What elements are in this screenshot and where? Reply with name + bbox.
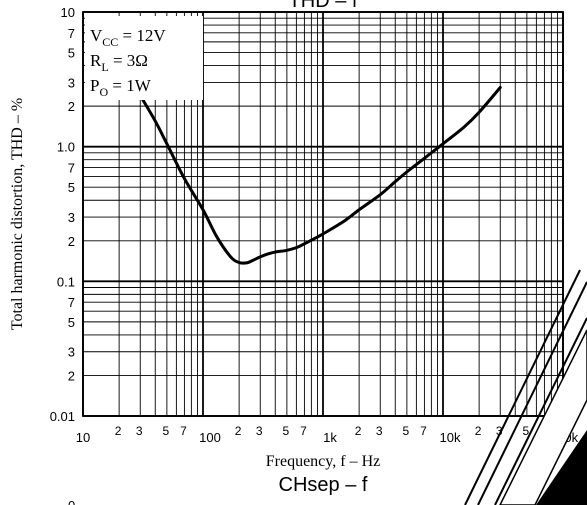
- annotation-rl: RL = 3Ω: [90, 51, 148, 74]
- y-minor-tick-label: 3: [68, 345, 75, 360]
- x-minor-tick-label: 2: [235, 424, 242, 438]
- x-minor-tick-label: 5: [523, 424, 530, 438]
- x-minor-tick-label: 7: [300, 424, 307, 438]
- y-minor-tick-label: 5: [68, 315, 75, 330]
- x-minor-tick-label: 7: [420, 424, 427, 438]
- x-tick-label: 10: [76, 430, 90, 445]
- x-minor-tick-label: 3: [256, 424, 263, 438]
- y-axis-label: Total harmonic distortion, THD – %: [9, 98, 26, 330]
- y-minor-tick-label: 5: [68, 180, 75, 195]
- y-minor-tick-label: 2: [68, 368, 75, 383]
- x-minor-tick-label: 3: [136, 424, 143, 438]
- x-minor-tick-label: 5: [163, 424, 170, 438]
- x-tick-label: 1k: [323, 430, 337, 445]
- x-tick-label: 10k: [440, 430, 461, 445]
- x-axis-label: Frequency, f – Hz: [266, 453, 380, 470]
- y-tick-label: 1.0: [57, 140, 75, 155]
- x-minor-tick-label: 2: [355, 424, 362, 438]
- x-minor-tick-label: 5: [403, 424, 410, 438]
- next-chart-title: CHsep – f: [279, 474, 368, 496]
- y-minor-tick-label: 5: [68, 46, 75, 61]
- next-chart-partial-tick: 0: [68, 498, 75, 505]
- y-tick-label: 10: [61, 5, 75, 20]
- x-minor-tick-label: 5: [283, 424, 290, 438]
- watermark-dark-wedge: [536, 430, 587, 505]
- y-minor-tick-label: 2: [68, 99, 75, 114]
- y-minor-tick-label: 7: [68, 295, 75, 310]
- x-minor-tick-label: 2: [115, 424, 122, 438]
- y-minor-tick-label: 3: [68, 210, 75, 225]
- plot-frame: [82, 11, 564, 417]
- chart-title: THD – f: [289, 0, 358, 12]
- y-tick-label: 0.1: [57, 274, 75, 289]
- y-minor-tick-label: 7: [68, 26, 75, 41]
- x-tick-label: 100: [199, 430, 221, 445]
- x-minor-tick-label: 3: [376, 424, 383, 438]
- x-minor-tick-label: 7: [180, 424, 187, 438]
- watermark-stripe-fill: [499, 329, 587, 505]
- annotation-vcc: VCC = 12V: [90, 26, 166, 49]
- y-minor-tick-label: 2: [68, 234, 75, 249]
- y-tick-label: 0.01: [50, 409, 75, 424]
- y-minor-tick-label: 7: [68, 161, 75, 176]
- x-minor-tick-label: 2: [475, 424, 482, 438]
- x-minor-tick-label: 3: [496, 424, 503, 438]
- watermark-stripes: [464, 269, 587, 505]
- thd-curve: [138, 86, 502, 265]
- annotation-po: PO = 1W: [90, 76, 152, 99]
- annotation-box: [85, 16, 203, 100]
- y-minor-tick-label: 3: [68, 75, 75, 90]
